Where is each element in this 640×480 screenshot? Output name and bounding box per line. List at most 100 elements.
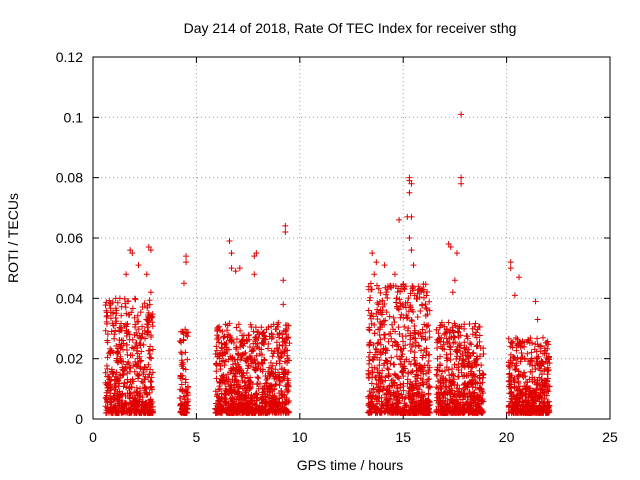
cluster-point [445, 383, 452, 390]
cluster-point [425, 358, 432, 365]
cluster-point [418, 347, 425, 354]
x-tick-label: 25 [602, 429, 618, 445]
cluster-point [434, 339, 441, 346]
cluster-point [149, 346, 156, 353]
cluster-point [221, 362, 228, 369]
cluster-point [279, 335, 286, 342]
cluster-point [382, 397, 389, 404]
cluster-point [447, 396, 454, 403]
cluster-point [408, 318, 415, 325]
cluster-point [366, 360, 373, 367]
cluster-point [420, 352, 427, 359]
cluster-point [406, 388, 413, 395]
cluster-point [109, 409, 116, 416]
cluster-point [438, 385, 445, 392]
cluster-point [538, 399, 545, 406]
cluster-point [447, 351, 454, 358]
cluster-point [443, 351, 450, 358]
cluster-point [216, 398, 223, 405]
cluster-point [380, 362, 387, 369]
cluster-point [256, 345, 263, 352]
cluster-point [281, 404, 288, 411]
cluster-point [215, 406, 222, 413]
cluster-point [243, 409, 250, 416]
cluster-point [444, 338, 451, 345]
cluster-point [135, 326, 142, 333]
cluster-point [426, 307, 433, 314]
cluster-point [270, 371, 277, 378]
cluster-point [176, 395, 183, 402]
cluster-point [227, 353, 234, 360]
cluster-point [233, 324, 240, 331]
cluster-point [118, 327, 125, 334]
cluster-point [132, 358, 139, 365]
cluster-point [532, 391, 539, 398]
data-point [516, 274, 523, 281]
cluster-point [377, 341, 384, 348]
cluster-point [545, 354, 552, 361]
cluster-point [423, 380, 430, 387]
cluster-point [450, 372, 457, 379]
cluster-point [178, 381, 185, 388]
cluster-point [102, 302, 109, 309]
cluster-point [445, 366, 452, 373]
cluster-point [225, 371, 232, 378]
cluster-point [178, 350, 185, 357]
data-point [373, 259, 380, 266]
cluster-point [227, 337, 234, 344]
cluster-point [123, 310, 130, 317]
cluster-point [405, 394, 412, 401]
cluster-point [238, 338, 245, 345]
cluster-point [129, 376, 136, 383]
cluster-point [255, 375, 262, 382]
cluster-point [121, 366, 128, 373]
cluster-point [456, 385, 463, 392]
cluster-point [519, 372, 526, 379]
cluster-point [243, 336, 250, 343]
cluster-point [392, 390, 399, 397]
cluster-point [514, 388, 521, 395]
cluster-point [375, 377, 382, 384]
data-point [391, 271, 398, 278]
cluster-point [467, 409, 474, 416]
cluster-point [137, 341, 144, 348]
cluster-point [258, 352, 265, 359]
cluster-point [141, 300, 148, 307]
data-point [458, 174, 465, 181]
cluster-point [399, 395, 406, 402]
cluster-point [530, 403, 537, 410]
cluster-point [371, 330, 378, 337]
cluster-point [426, 334, 433, 341]
cluster-point [412, 378, 419, 385]
data-point [408, 180, 415, 187]
cluster-point [220, 372, 227, 379]
cluster-point [182, 409, 189, 416]
cluster-point [462, 381, 469, 388]
data-point [534, 316, 541, 323]
cluster-point [113, 310, 120, 317]
cluster-point [533, 398, 540, 405]
cluster-point [259, 385, 266, 392]
cluster-point [403, 356, 410, 363]
cluster-point [411, 329, 418, 336]
cluster-point [365, 307, 372, 314]
cluster-point [425, 367, 432, 374]
cluster-point [104, 339, 111, 346]
cluster-point [374, 299, 381, 306]
y-tick-label: 0.12 [56, 49, 83, 65]
cluster-point [240, 342, 247, 349]
cluster-point [396, 355, 403, 362]
cluster-point [144, 304, 151, 311]
cluster-point [107, 315, 114, 322]
cluster-point [213, 347, 220, 354]
cluster-point [281, 339, 288, 346]
cluster-point [441, 323, 448, 330]
cluster-point [387, 360, 394, 367]
cluster-point [471, 357, 478, 364]
cluster-point [120, 405, 127, 412]
cluster-point [412, 360, 419, 367]
cluster-point [408, 369, 415, 376]
cluster-point [134, 402, 141, 409]
cluster-point [508, 374, 515, 381]
cluster-point [374, 400, 381, 407]
